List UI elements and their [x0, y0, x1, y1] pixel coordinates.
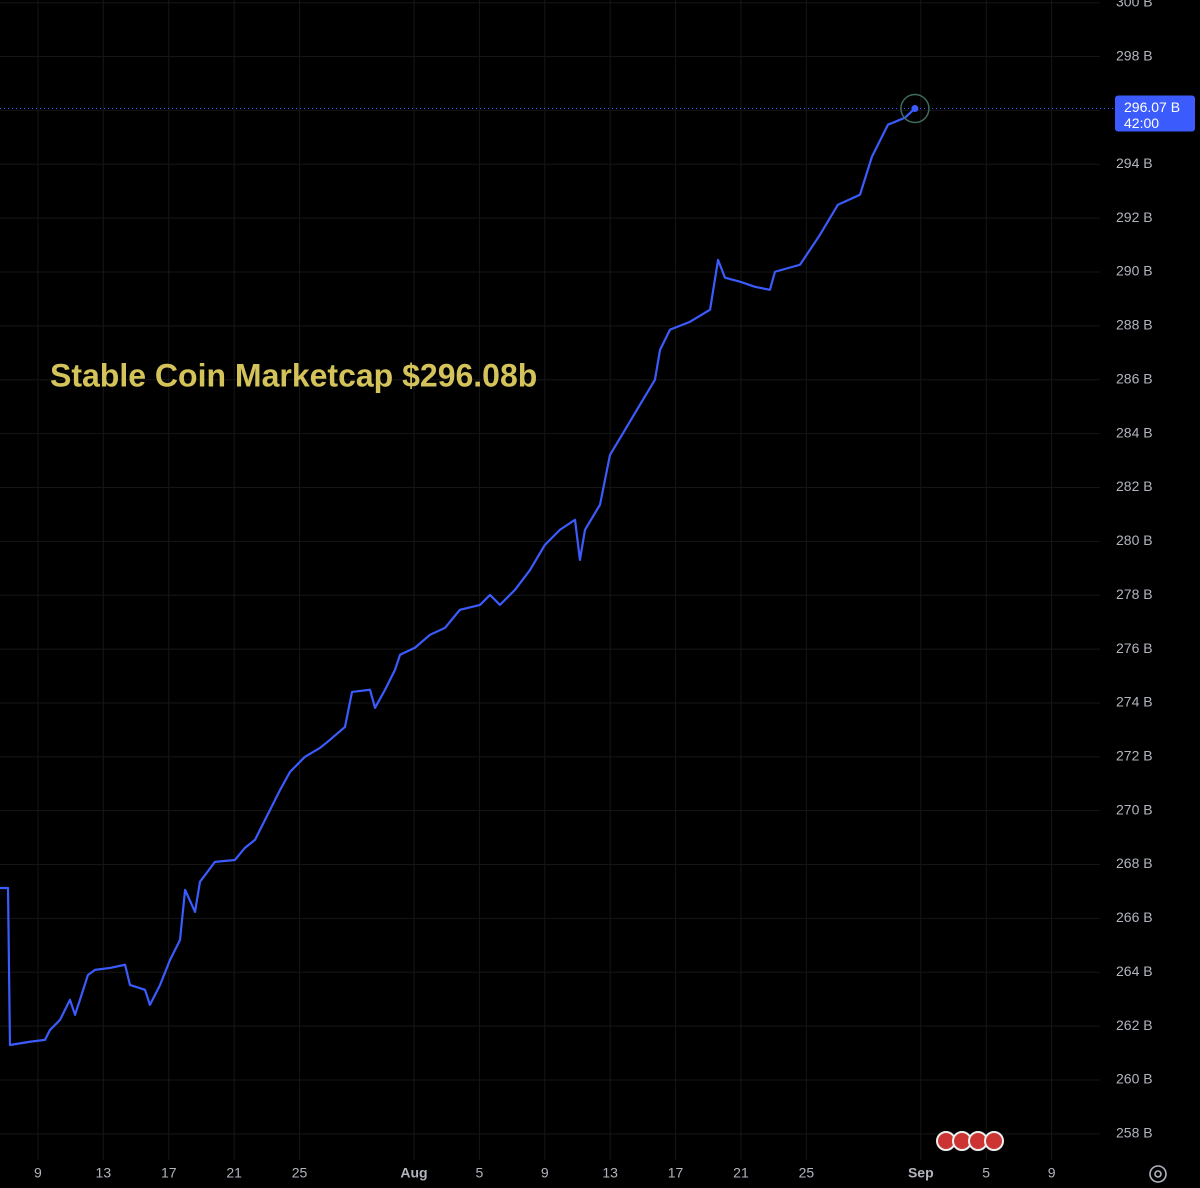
x-tick-label: Aug: [400, 1165, 427, 1181]
last-value-label: 296.07 B: [1124, 99, 1180, 115]
event-icon: [984, 1131, 1004, 1151]
x-tick-label: 9: [1048, 1165, 1056, 1181]
x-tick-label: 9: [541, 1165, 549, 1181]
plot: [0, 93, 1114, 1047]
y-tick-label: 272 B: [1116, 748, 1153, 764]
last-point-ring: [900, 93, 930, 124]
y-tick-label: 260 B: [1116, 1071, 1153, 1087]
y-tick-label: 264 B: [1116, 963, 1153, 979]
y-tick-label: 300 B: [1116, 0, 1153, 9]
x-tick-label: 5: [475, 1165, 483, 1181]
x-tick-label: 25: [292, 1165, 308, 1181]
x-tick-label: 21: [733, 1165, 749, 1181]
last-value-badge: [1115, 95, 1195, 132]
y-tick-label: 294 B: [1116, 155, 1153, 171]
x-tick-label: Sep: [908, 1165, 934, 1181]
y-tick-label: 280 B: [1116, 532, 1153, 548]
chart-title: Stable Coin Marketcap $296.08b: [50, 357, 537, 393]
y-tick-label: 290 B: [1116, 263, 1153, 279]
y-tick-label: 292 B: [1116, 209, 1153, 225]
x-tick-label: 13: [96, 1165, 112, 1181]
x-tick-label: 21: [226, 1165, 242, 1181]
countdown-label: 42:00: [1124, 115, 1159, 131]
y-tick-label: 282 B: [1116, 478, 1153, 494]
y-tick-label: 268 B: [1116, 855, 1153, 871]
x-tick-label: 5: [982, 1165, 990, 1181]
x-tick-label: 17: [668, 1165, 684, 1181]
y-tick-label: 270 B: [1116, 801, 1153, 817]
grid: [0, 0, 1100, 1160]
y-tick-label: 278 B: [1116, 586, 1153, 602]
x-tick-label: 9: [34, 1165, 42, 1181]
y-tick-label: 298 B: [1116, 47, 1153, 63]
event-icons: [936, 1131, 1004, 1151]
y-tick-label: 288 B: [1116, 317, 1153, 333]
y-tick-label: 274 B: [1116, 694, 1153, 710]
y-tick-label: 286 B: [1116, 370, 1153, 386]
x-tick-label: 13: [602, 1165, 618, 1181]
y-tick-label: 262 B: [1116, 1017, 1153, 1033]
data-line: [0, 107, 916, 1047]
y-tick-label: 276 B: [1116, 640, 1153, 656]
settings-icon[interactable]: [1149, 1165, 1167, 1183]
settings-gear[interactable]: [1149, 1165, 1167, 1183]
y-tick-label: 258 B: [1116, 1125, 1153, 1141]
settings-gear-center[interactable]: [1154, 1170, 1162, 1178]
last-point: [911, 105, 919, 113]
y-tick-label: 284 B: [1116, 424, 1153, 440]
x-tick-label: 25: [799, 1165, 815, 1181]
x-tick-label: 17: [161, 1165, 177, 1181]
y-tick-label: 266 B: [1116, 909, 1153, 925]
